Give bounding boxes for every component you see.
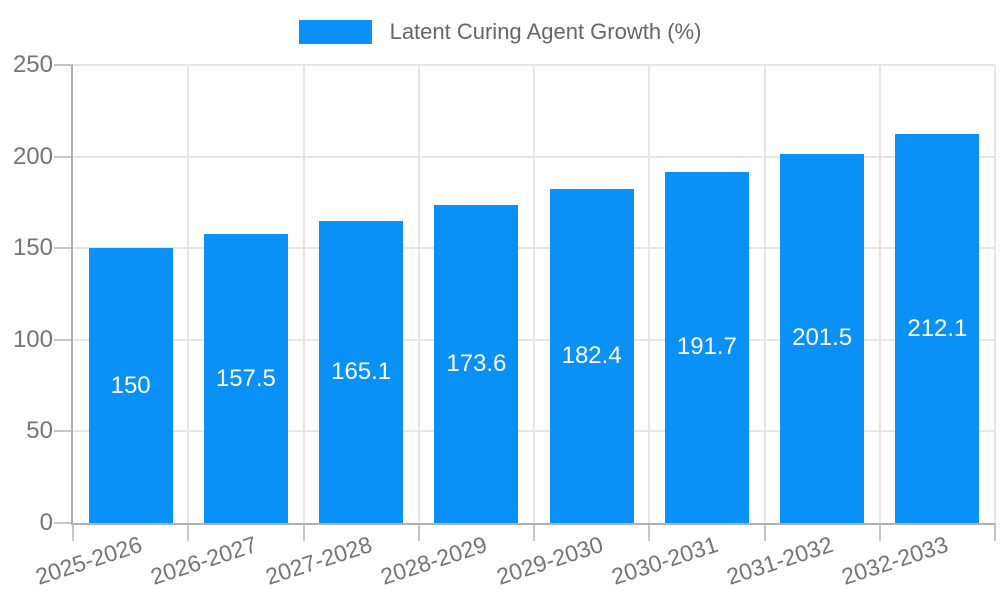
legend: Latent Curing Agent Growth (%)	[0, 20, 1000, 44]
y-tick-mark	[54, 155, 73, 158]
legend-label: Latent Curing Agent Growth (%)	[389, 19, 702, 44]
x-gridline	[417, 65, 420, 523]
bar-value-label: 201.5	[792, 324, 853, 352]
x-tick-mark	[533, 523, 535, 541]
bar[interactable]: 182.4	[549, 188, 634, 523]
bar[interactable]: 157.5	[203, 234, 288, 523]
bar-value-label: 191.7	[676, 333, 737, 361]
bar-value-label: 182.4	[561, 341, 622, 369]
x-tick-mark	[878, 523, 881, 541]
y-tick-mark	[54, 522, 73, 524]
bar[interactable]: 191.7	[664, 171, 749, 523]
x-axis-line	[71, 523, 995, 525]
bar[interactable]: 173.6	[434, 204, 519, 523]
x-tick-mark	[187, 523, 190, 541]
x-tick-mark	[763, 523, 766, 541]
y-tick-mark	[54, 430, 73, 433]
bar[interactable]: 150	[88, 248, 173, 523]
bar-value-label: 173.6	[446, 349, 507, 377]
y-axis-line	[71, 65, 73, 525]
y-tick-mark	[54, 338, 73, 341]
x-gridline	[533, 65, 535, 523]
x-tick-mark	[417, 523, 420, 541]
x-gridline	[994, 65, 996, 523]
legend-swatch-icon	[298, 20, 372, 44]
legend-item[interactable]: Latent Curing Agent Growth (%)	[298, 19, 702, 44]
y-tick-label: 0	[39, 509, 53, 536]
y-tick-label: 150	[12, 234, 53, 262]
x-tick-label: 2028-2029	[377, 531, 491, 590]
y-tick-mark	[54, 247, 73, 250]
x-gridline	[878, 65, 881, 523]
x-gridline	[187, 65, 190, 523]
x-tick-label: 2030-2031	[608, 531, 721, 590]
x-gridline	[763, 65, 766, 523]
x-gridline	[302, 65, 305, 523]
bar-value-label: 165.1	[331, 357, 392, 385]
x-tick-mark	[302, 523, 305, 541]
bar[interactable]: 212.1	[895, 134, 980, 523]
y-tick-label: 50	[26, 417, 53, 445]
y-tick-mark	[54, 64, 73, 66]
x-tick-label: 2032-2033	[838, 531, 952, 590]
x-tick-mark	[648, 523, 651, 541]
y-tick-label: 100	[12, 325, 53, 353]
bar[interactable]: 201.5	[780, 153, 865, 523]
x-tick-label: 2027-2028	[262, 531, 376, 590]
x-tick-label: 2026-2027	[147, 531, 260, 590]
y-tick-label: 250	[12, 51, 53, 78]
y-tick-label: 200	[12, 142, 53, 170]
bar-value-label: 157.5	[215, 364, 276, 392]
x-tick-label: 2031-2032	[723, 531, 837, 590]
x-tick-mark	[994, 523, 996, 541]
x-tick-label: 2029-2030	[493, 531, 606, 590]
bar-value-label: 212.1	[907, 314, 968, 342]
x-tick-mark	[72, 523, 74, 541]
x-gridline	[648, 65, 651, 523]
bar-value-label: 150	[110, 371, 151, 399]
x-tick-label: 2025-2026	[32, 531, 145, 590]
bar[interactable]: 165.1	[319, 220, 404, 523]
